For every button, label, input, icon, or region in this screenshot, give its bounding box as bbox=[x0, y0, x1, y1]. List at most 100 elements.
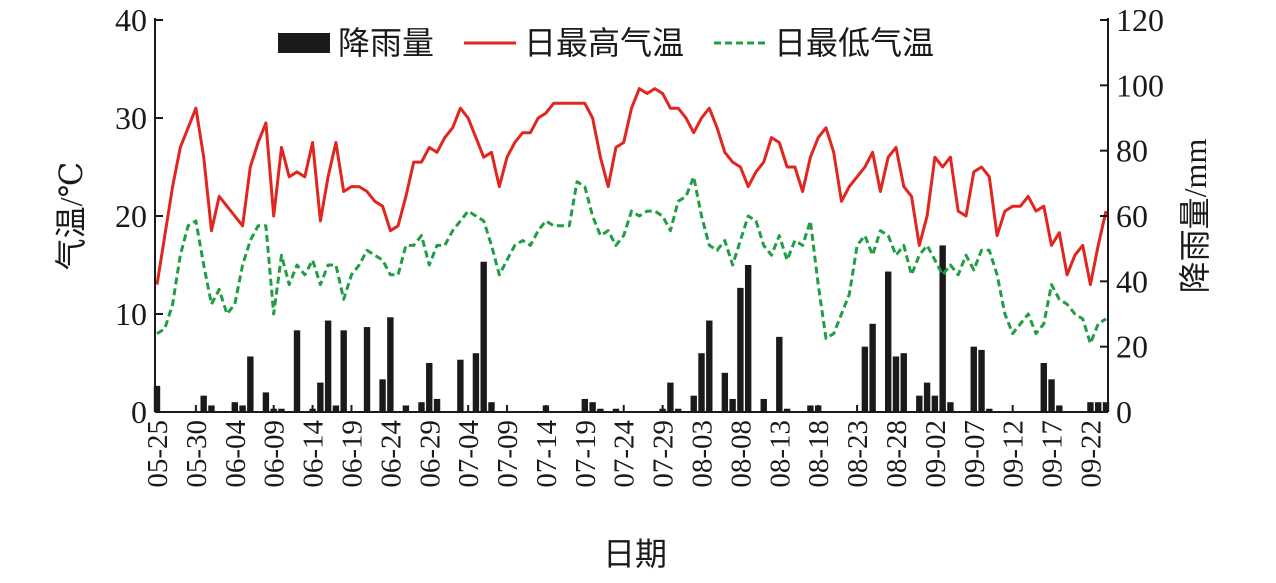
x-tick-label: 07-24 bbox=[609, 420, 641, 488]
bar bbox=[317, 382, 324, 412]
bar bbox=[939, 245, 946, 412]
bar bbox=[247, 356, 254, 412]
x-tick-label: 08-13 bbox=[764, 420, 796, 488]
bar bbox=[340, 330, 347, 412]
bar bbox=[721, 372, 729, 412]
y2-tick-label: 20 bbox=[1116, 329, 1148, 365]
bar bbox=[200, 395, 207, 412]
bar bbox=[667, 382, 674, 412]
bar bbox=[262, 392, 270, 412]
legend-label: 降雨量 bbox=[338, 25, 434, 61]
bar bbox=[986, 408, 993, 412]
x-tick-label: 07-04 bbox=[453, 420, 485, 488]
y2-tick-label: 40 bbox=[1116, 263, 1148, 299]
bar bbox=[737, 287, 744, 412]
x-tick-label: 06-19 bbox=[336, 420, 368, 488]
bar bbox=[892, 356, 900, 412]
bar bbox=[488, 402, 495, 412]
y-tick-label: 0 bbox=[131, 394, 147, 430]
bar bbox=[861, 346, 869, 412]
y2-tick-label: 0 bbox=[1116, 394, 1132, 430]
bar bbox=[970, 346, 977, 412]
bar bbox=[900, 353, 907, 412]
x-tick-label: 05-30 bbox=[181, 420, 213, 488]
bar bbox=[916, 395, 923, 412]
x-tick-label: 08-28 bbox=[881, 420, 913, 488]
bar bbox=[480, 261, 487, 412]
bar bbox=[706, 320, 713, 412]
bar bbox=[433, 398, 441, 412]
bar bbox=[978, 349, 985, 412]
bar bbox=[884, 271, 892, 412]
x-tick-label: 07-19 bbox=[570, 420, 602, 488]
bar bbox=[379, 379, 386, 412]
x-tick-label: 09-02 bbox=[920, 420, 952, 488]
x-tick-label: 09-22 bbox=[1075, 420, 1107, 488]
x-tick-label: 08-18 bbox=[803, 420, 835, 488]
bar bbox=[324, 320, 332, 412]
bar bbox=[597, 408, 604, 412]
x-tick-label: 06-04 bbox=[220, 420, 252, 488]
bar bbox=[612, 408, 620, 412]
bar bbox=[332, 405, 340, 412]
bar bbox=[239, 405, 246, 412]
y2-tick-label: 60 bbox=[1116, 198, 1148, 234]
x-axis-label: 日期 bbox=[603, 536, 667, 572]
bar bbox=[690, 395, 697, 412]
y-tick-label: 30 bbox=[115, 100, 147, 136]
x-tick-label: 07-09 bbox=[492, 420, 524, 488]
bar bbox=[418, 402, 425, 412]
bar bbox=[674, 408, 682, 412]
x-tick-label: 08-08 bbox=[725, 420, 757, 488]
x-tick-label: 09-12 bbox=[998, 420, 1030, 488]
x-tick-label: 05-25 bbox=[142, 420, 174, 488]
bar bbox=[208, 405, 215, 412]
bar bbox=[807, 405, 814, 412]
x-tick-label: 06-24 bbox=[375, 420, 407, 488]
bar bbox=[1102, 402, 1110, 412]
bar bbox=[776, 336, 783, 412]
bar bbox=[589, 402, 596, 412]
bar bbox=[1048, 379, 1055, 412]
bar bbox=[387, 317, 394, 412]
bar bbox=[153, 385, 161, 412]
x-tick-label: 09-17 bbox=[1037, 420, 1069, 488]
x-tick-label: 06-29 bbox=[414, 420, 446, 488]
bar bbox=[923, 382, 931, 412]
bar bbox=[363, 327, 371, 412]
bar bbox=[869, 323, 876, 412]
y-tick-label: 20 bbox=[115, 198, 147, 234]
legend-label: 日最低气温 bbox=[774, 25, 934, 61]
bar bbox=[1040, 363, 1047, 412]
y2-tick-label: 100 bbox=[1116, 67, 1164, 103]
bar bbox=[1095, 402, 1102, 412]
y2-axis-label: 降雨量/mm bbox=[1177, 139, 1213, 294]
x-tick-label: 08-23 bbox=[842, 420, 874, 488]
x-tick-label: 08-03 bbox=[687, 420, 719, 488]
x-tick-label: 06-14 bbox=[298, 420, 330, 488]
bar bbox=[457, 359, 464, 412]
bar bbox=[783, 408, 791, 412]
y-axis-label: 气温/℃ bbox=[53, 162, 89, 271]
bar bbox=[293, 330, 301, 412]
legend-label: 日最高气温 bbox=[524, 25, 684, 61]
bar bbox=[1056, 405, 1063, 412]
bar bbox=[278, 408, 285, 412]
bar bbox=[744, 265, 752, 412]
bar bbox=[729, 398, 736, 412]
y-tick-label: 10 bbox=[115, 296, 147, 332]
x-tick-label: 07-14 bbox=[531, 420, 563, 488]
y2-tick-label: 80 bbox=[1116, 133, 1148, 169]
line bbox=[155, 87, 1108, 287]
bar bbox=[698, 353, 705, 412]
bar bbox=[760, 398, 767, 412]
legend-swatch bbox=[278, 33, 330, 53]
y-tick-label: 40 bbox=[115, 2, 147, 38]
line bbox=[156, 175, 1107, 345]
bar bbox=[931, 395, 939, 412]
bar bbox=[947, 402, 954, 412]
x-tick-label: 06-09 bbox=[259, 420, 291, 488]
bar bbox=[402, 405, 410, 412]
x-tick-label: 07-29 bbox=[648, 420, 680, 488]
